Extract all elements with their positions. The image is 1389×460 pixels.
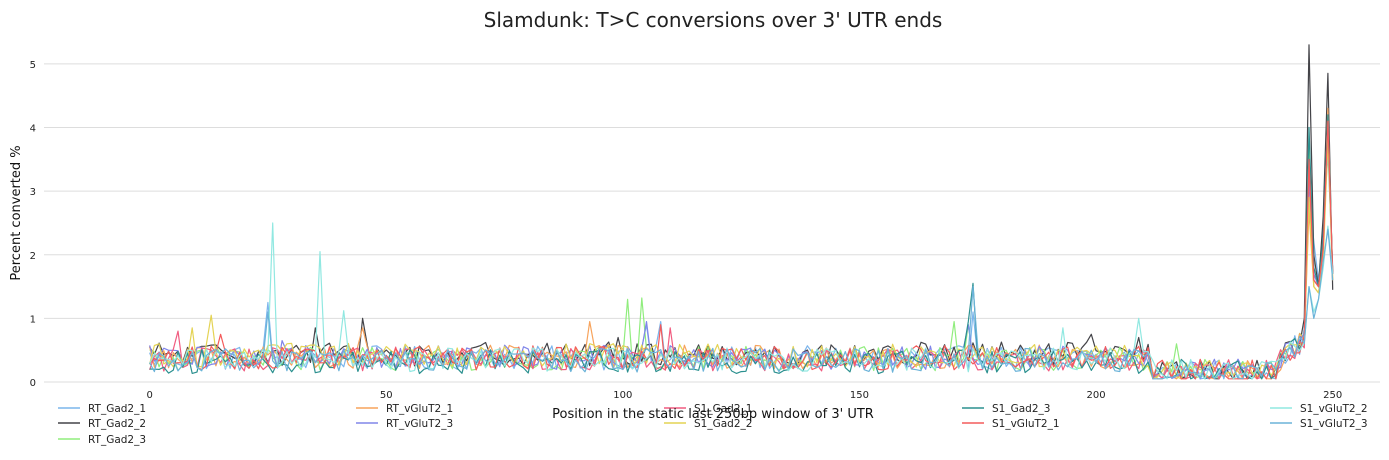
- legend-label: S1_vGluT2_3: [1300, 418, 1368, 430]
- x-tick-label: 0: [146, 390, 152, 401]
- x-tick-label: 250: [1323, 390, 1342, 401]
- legend-item[interactable]: S1_Gad2_1: [664, 403, 752, 415]
- legend-label: RT_Gad2_2: [88, 418, 146, 430]
- series-line-S1_vGluT2_2: [149, 222, 1334, 380]
- legend-label: RT_vGluT2_3: [386, 418, 453, 430]
- series-line-RT_Gad2_1: [149, 152, 1334, 380]
- series-line-RT_Gad2_2: [149, 44, 1334, 380]
- x-tick-label: 150: [850, 390, 869, 401]
- series-line-RT_vGluT2_3: [149, 133, 1334, 380]
- series-lines: [149, 44, 1334, 380]
- legend-label: S1_Gad2_3: [992, 403, 1050, 415]
- x-tick-label: 50: [380, 390, 393, 401]
- y-tick-labels: 0 1 2 3 4 5: [30, 60, 36, 389]
- series-line-RT_Gad2_3: [149, 120, 1334, 380]
- gridlines: [44, 63, 1380, 383]
- legend-label: S1_Gad2_1: [694, 403, 752, 415]
- series-line-S1_Gad2_1: [149, 126, 1334, 380]
- x-tick-labels: 0 50 100 150 200 250: [146, 390, 1342, 401]
- y-tick-label: 1: [30, 314, 36, 325]
- legend-label: RT_vGluT2_1: [386, 403, 453, 415]
- legend-label: S1_vGluT2_2: [1300, 403, 1368, 415]
- x-tick-label: 200: [1087, 390, 1106, 401]
- legend-item[interactable]: S1_vGluT2_1: [962, 418, 1060, 430]
- legend: RT_Gad2_1 RT_Gad2_2 RT_Gad2_3 RT_vGluT2_1 RT…: [58, 403, 1368, 446]
- legend-label: S1_vGluT2_1: [992, 418, 1060, 430]
- series-line-RT_vGluT2_1: [149, 107, 1334, 380]
- x-axis-label: Position in the static last 250bp window…: [552, 407, 874, 422]
- legend-item[interactable]: S1_Gad2_2: [664, 418, 752, 430]
- y-tick-label: 3: [30, 187, 36, 198]
- legend-item[interactable]: RT_vGluT2_3: [356, 418, 453, 430]
- y-tick-label: 5: [30, 60, 36, 71]
- legend-item[interactable]: S1_vGluT2_2: [1270, 403, 1368, 415]
- legend-label: RT_Gad2_1: [88, 403, 146, 415]
- legend-item[interactable]: RT_Gad2_2: [58, 418, 146, 430]
- legend-label: RT_Gad2_3: [88, 434, 146, 446]
- x-tick-label: 100: [613, 390, 632, 401]
- y-tick-label: 4: [30, 124, 36, 135]
- series-line-S1_vGluT2_1: [149, 120, 1334, 380]
- legend-item[interactable]: RT_vGluT2_1: [356, 403, 453, 415]
- chart-title: Slamdunk: T>C conversions over 3' UTR en…: [484, 8, 943, 32]
- legend-item[interactable]: RT_Gad2_3: [58, 434, 146, 446]
- legend-label: S1_Gad2_2: [694, 418, 752, 430]
- series-line-S1_Gad2_2: [149, 139, 1334, 380]
- series-line-S1_vGluT2_3: [149, 228, 1334, 380]
- legend-item[interactable]: S1_Gad2_3: [962, 403, 1050, 415]
- y-tick-label: 0: [30, 378, 36, 389]
- series-line-S1_Gad2_3: [149, 114, 1334, 380]
- y-axis-label: Percent converted %: [9, 145, 24, 280]
- legend-item[interactable]: RT_Gad2_1: [58, 403, 146, 415]
- legend-item[interactable]: S1_vGluT2_3: [1270, 418, 1368, 430]
- y-tick-label: 2: [30, 251, 36, 262]
